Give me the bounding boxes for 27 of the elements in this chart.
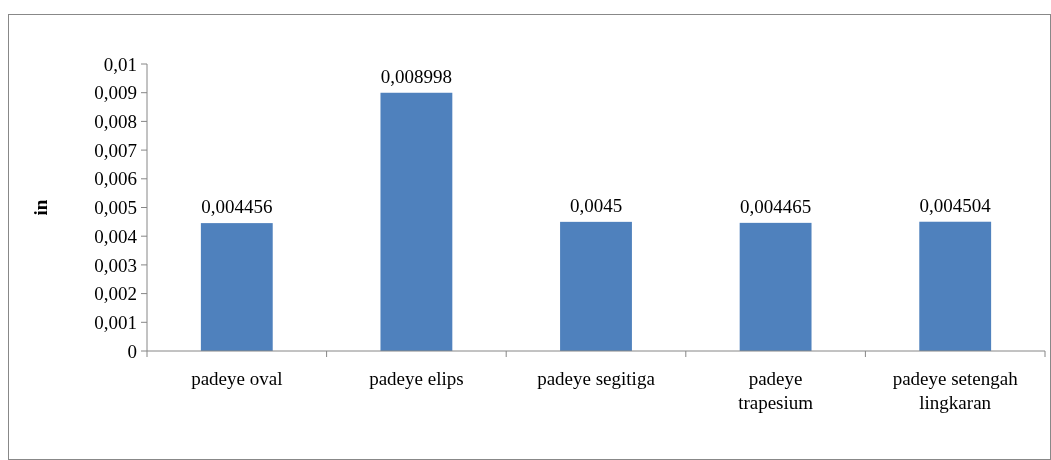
x-tick-label: padeye setengah lingkaran <box>892 368 1019 413</box>
data-label: 0,008998 <box>380 65 453 87</box>
x-tick-label: padeye oval <box>191 368 283 389</box>
data-label: 0,0045 <box>569 194 623 216</box>
y-tick-label: 0,003 <box>94 254 137 276</box>
bar <box>919 221 992 351</box>
y-tick-label: 0,007 <box>94 139 137 161</box>
x-tick-label: padeye elips <box>369 368 464 389</box>
y-axis-title: in <box>30 199 51 216</box>
y-tick-label: 0,004 <box>94 225 138 247</box>
y-tick-label: 0,008 <box>94 111 137 133</box>
data-label: 0,004456 <box>201 196 273 218</box>
bar <box>739 222 812 351</box>
x-tick-label: padeye trapesium <box>738 368 814 413</box>
bar <box>200 223 273 351</box>
y-tick-label: 0,001 <box>94 311 137 333</box>
data-label: 0,004504 <box>919 194 992 216</box>
x-tick-label: padeye segitiga <box>537 368 656 389</box>
y-tick-label: 0,009 <box>94 82 137 104</box>
y-tick-label: 0 <box>127 340 137 362</box>
y-tick-label: 0,002 <box>94 283 137 305</box>
y-tick-label: 0,01 <box>103 53 137 75</box>
data-label: 0,004465 <box>739 195 812 217</box>
y-tick-label: 0,006 <box>94 168 137 190</box>
bar <box>560 221 632 351</box>
bar <box>380 92 453 351</box>
y-tick-label: 0,005 <box>94 197 137 219</box>
